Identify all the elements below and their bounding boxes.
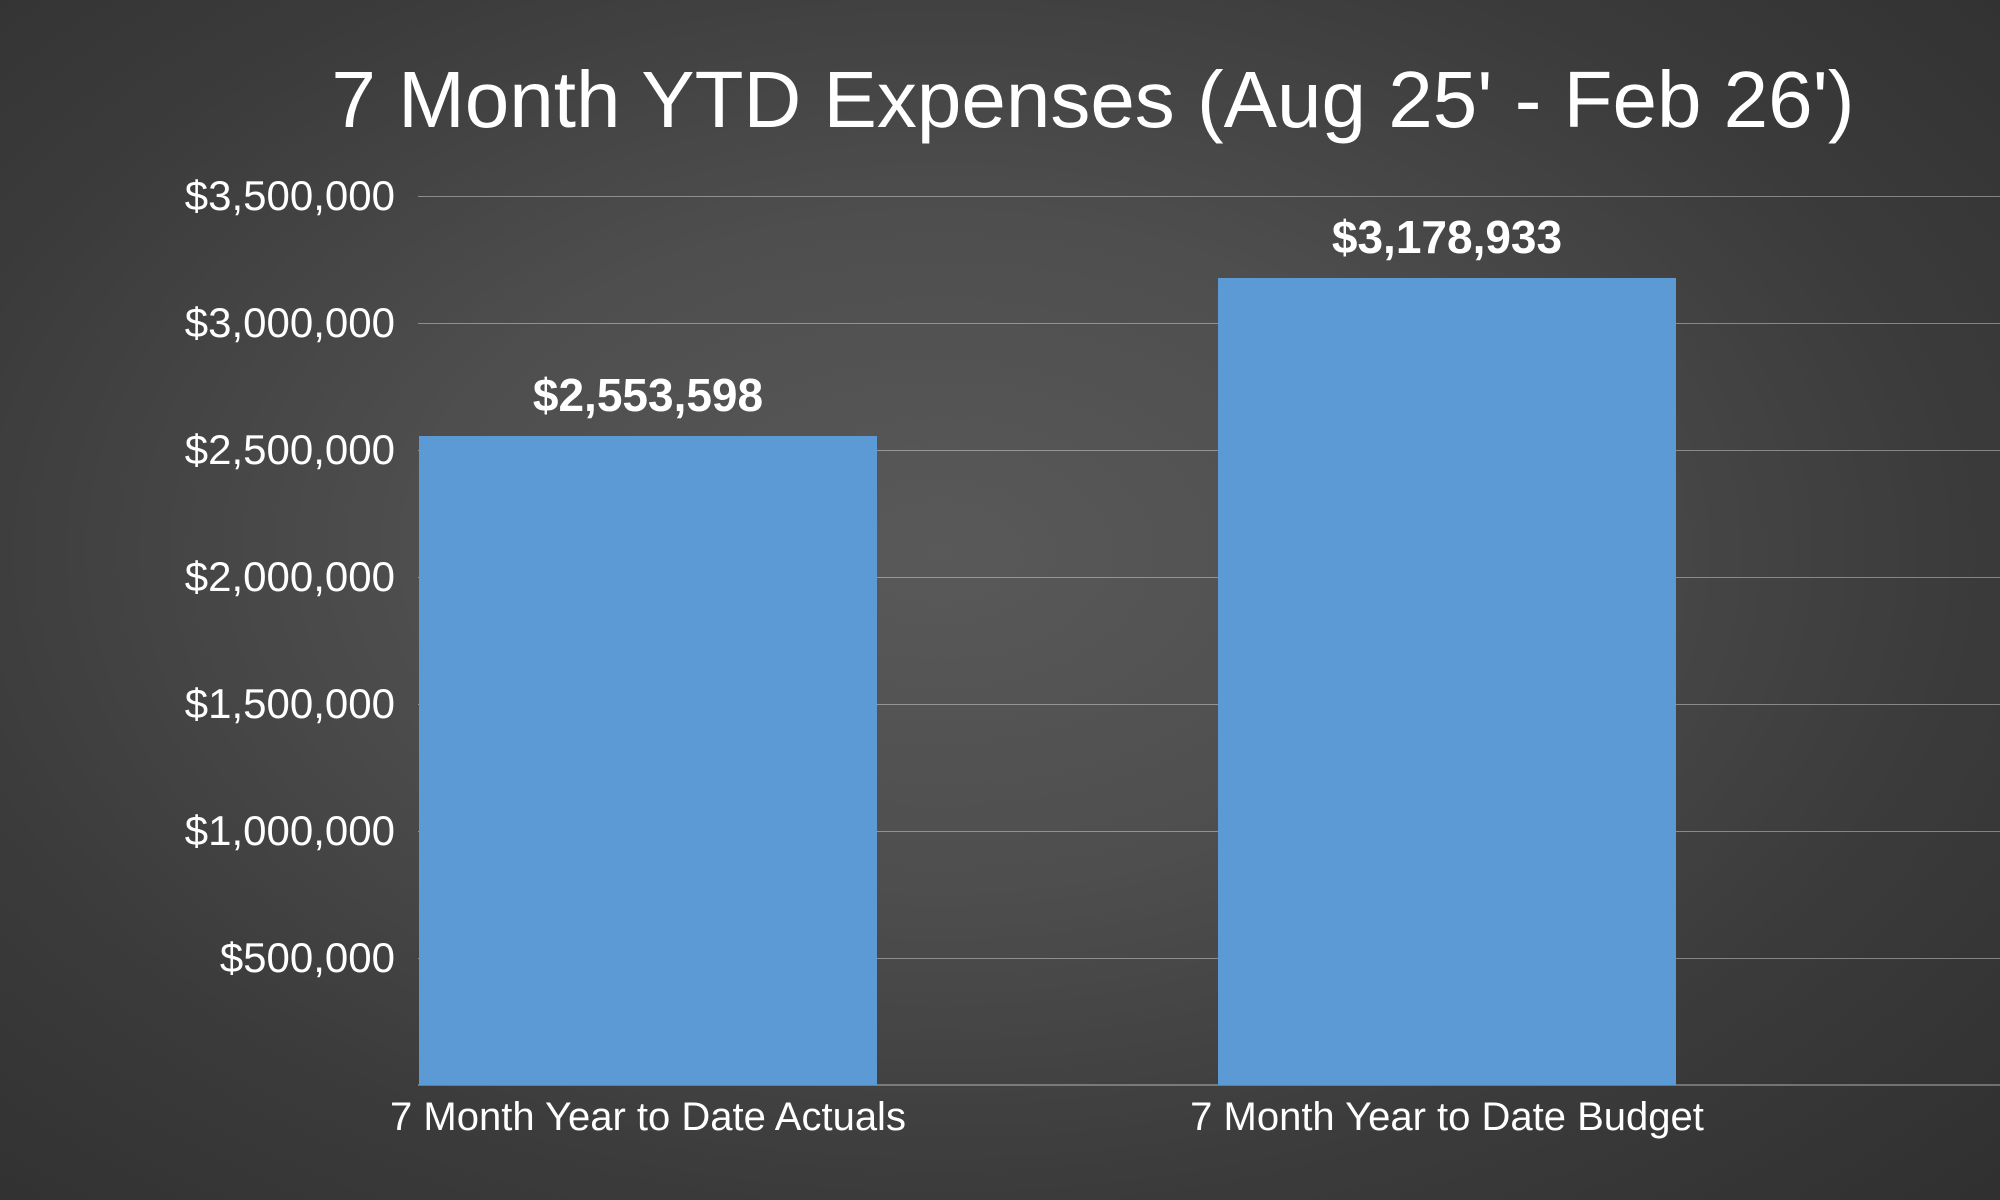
y-axis-tick-label: $3,000,000: [184, 299, 395, 346]
chart-title: 7 Month YTD Expenses (Aug 25' - Feb 26'): [331, 55, 1855, 144]
bar-value-label: $2,553,598: [532, 369, 764, 421]
gridline: [418, 323, 2000, 324]
x-axis-line: [418, 1084, 2000, 1086]
y-axis-tick-label: $2,000,000: [184, 553, 395, 600]
gridline: [418, 450, 2000, 451]
y-axis-tick-label: $1,000,000: [184, 807, 395, 854]
y-axis-tick-label: $3,500,000: [184, 172, 395, 219]
x-axis-category-label: 7 Month Year to Date Budget: [1190, 1095, 1704, 1139]
gridline: [418, 196, 2000, 197]
gridline: [418, 958, 2000, 959]
gridline: [418, 831, 2000, 832]
chart-bar-1: [1218, 278, 1676, 1085]
y-axis-tick-label: $2,500,000: [184, 426, 395, 473]
gridline: [418, 577, 2000, 578]
x-axis-category-label: 7 Month Year to Date Actuals: [390, 1095, 906, 1139]
chart-bar-0: [419, 436, 877, 1085]
y-axis-tick-label: $500,000: [219, 934, 395, 981]
y-axis-tick-label: $1,500,000: [184, 680, 395, 727]
gridline: [418, 704, 2000, 705]
bar-value-label: $3,178,933: [1331, 211, 1563, 263]
